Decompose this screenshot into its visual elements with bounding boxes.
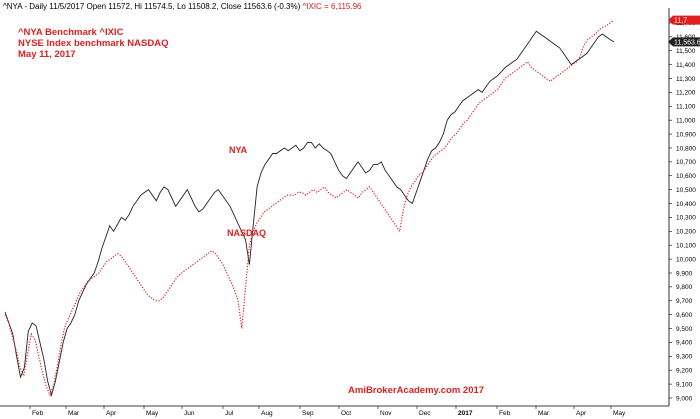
x-tick-label: 2017 [458,410,473,417]
x-axis: Feb Mar Apr May Jun Jul Aug Sep Oct Nov Dec 2017 Feb… [0,405,669,417]
nya-series-label: NYA [229,145,248,155]
ixic-last-tag-text: 11,7 [674,18,687,25]
y-tick-label: 9,700 [676,298,693,305]
x-tick-label: Jun [184,410,195,417]
y-tick-label: 9,600 [676,312,693,319]
series-line-nya [4,30,615,397]
y-tick-label: 10,800 [676,145,696,152]
x-tick-label: Apr [106,410,117,417]
y-tick-label: 9,200 [676,368,693,375]
x-tick-label: Aug [261,410,273,417]
x-tick-label: Oct [341,410,351,417]
y-tick-label: 9,800 [676,284,693,291]
y-tick-label: 11,200 [676,90,696,97]
y-tick-label: 11,500 [676,48,696,55]
y-tick-label: 10,400 [676,201,696,208]
y-tick-label: 10,700 [676,159,696,166]
chart-date: May 11, 2017 [18,49,76,60]
y-tick-label: 11,100 [676,104,696,111]
y-tick-label: 9,900 [676,270,693,277]
y-tick-label: 9,100 [676,381,693,388]
y-tick-label: 10,600 [676,173,696,180]
ixic-last-tag: 11,7 [668,15,700,25]
y-tick-label: 11,300 [676,76,696,83]
last-value-tags: 11,7 11,563.6 [668,15,700,47]
x-tick-label: Dec [419,410,431,417]
x-tick-label: Sep [302,410,314,417]
y-tick-label: 9,300 [676,354,693,361]
x-tick-label: Apr [576,410,587,417]
y-tick-label: 9,500 [676,326,693,333]
y-tick-label: 10,200 [676,229,696,236]
y-tick-label: 10,300 [676,215,696,222]
series-layer [4,19,615,397]
nasdaq-series-label: NASDAQ [227,228,267,238]
y-tick-label: 11,000 [676,117,696,124]
header-line: ^NYA - Daily 11/5/2017 Open 11572, Hi 11… [3,2,362,11]
y-tick-label: 10,900 [676,131,696,138]
x-tick-label: Mar [538,410,550,417]
nya-last-tag-bg [668,37,700,47]
x-tick-label: Jul [225,410,234,417]
y-tick-label: 9,000 [676,395,693,402]
chart-subtitle: NYSE Index benchmark NASDAQ [18,38,169,49]
x-tick-label: May [146,410,159,417]
y-tick-label: 11,400 [676,62,696,69]
x-tick-label: Mar [68,410,80,417]
nya-last-tag-text: 11,563.6 [674,39,700,46]
y-axis: 9,000 9,100 9,200 9,300 9,400 9,500 9,600 9,700… [668,8,696,406]
series-line-nasdaq [4,19,615,397]
chart-title: ^NYA Benchmark ^IXIC [18,27,124,38]
y-tick-label: 10,100 [676,243,696,250]
y-tick-label: 9,400 [676,340,693,347]
ixic-last-tag-bg [668,15,700,25]
x-tick-label: Nov [380,410,392,417]
nya-last-tag: 11,563.6 [668,37,700,47]
ixic-quote: ^IXIC = 6,115.96 [302,2,362,11]
credit-text: AmiBrokerAcademy.com 2017 [348,385,485,396]
y-tick-label: 10,000 [676,256,696,263]
y-tick-label: 10,500 [676,187,696,194]
nya-quote: ^NYA - Daily 11/5/2017 Open 11572, Hi 11… [3,2,301,11]
x-tick-label: May [613,410,626,417]
x-tick-label: Feb [499,410,511,417]
x-tick-label: Feb [32,410,44,417]
